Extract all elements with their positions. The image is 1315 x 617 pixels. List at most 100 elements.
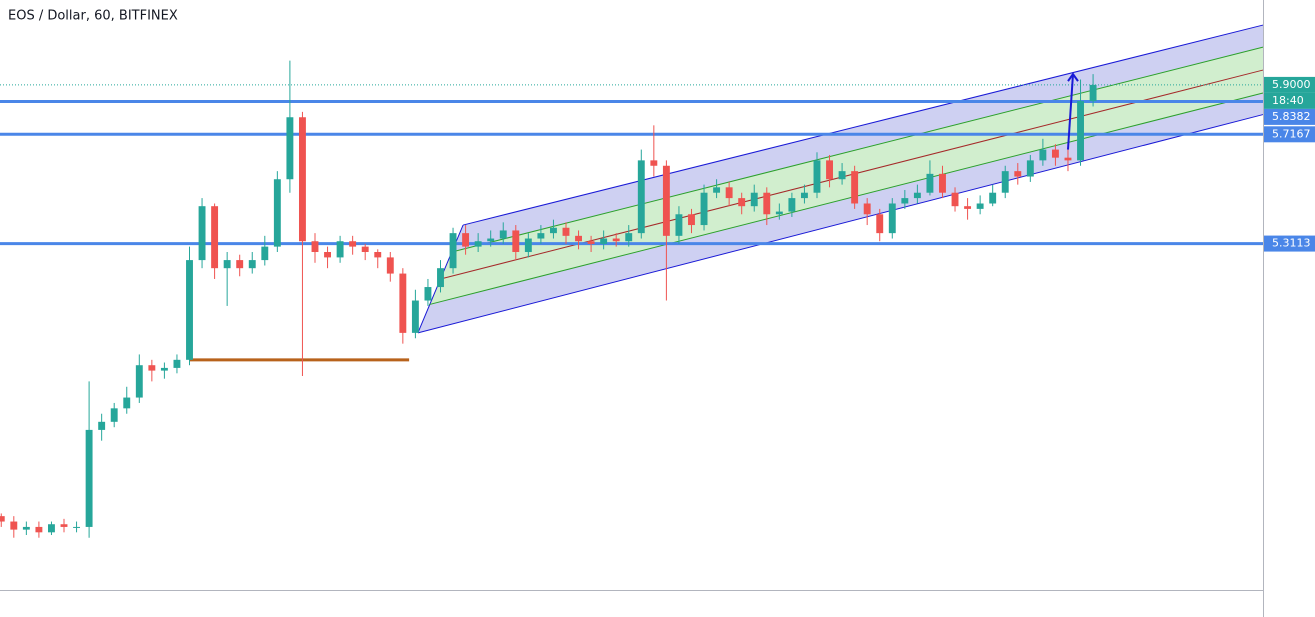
candle-body: [562, 227, 570, 236]
candle-body: [148, 365, 156, 371]
candle-body: [775, 211, 783, 215]
level-label: 5.8382: [1272, 110, 1311, 123]
arrow-line: [1066, 74, 1074, 150]
candle-body: [763, 192, 771, 215]
candle-body: [750, 192, 758, 207]
channel-band: [440, 47, 1263, 279]
level-label-box: [1264, 126, 1315, 143]
candle-body: [0, 516, 5, 522]
candle-body: [637, 160, 645, 234]
candle-body: [1077, 101, 1084, 161]
candle-body: [700, 192, 708, 226]
candle-body: [386, 257, 394, 274]
candle-body: [650, 160, 658, 166]
channel-band: [429, 70, 1264, 305]
level-label: 5.3113: [1272, 237, 1311, 250]
candle-body: [487, 238, 495, 242]
candle-body: [186, 260, 193, 360]
candle-body: [537, 233, 545, 239]
candle-body: [286, 117, 294, 180]
candle-body: [1089, 84, 1097, 102]
candle-body: [499, 230, 507, 239]
candle-body: [976, 203, 984, 209]
candle-body: [524, 238, 532, 253]
candle-body: [198, 206, 206, 261]
candle-body: [324, 252, 331, 258]
candle-body: [135, 365, 143, 398]
candle-body: [688, 214, 695, 226]
candle-body: [236, 260, 244, 269]
channel-band: [417, 92, 1263, 333]
level-label: 5.7167: [1272, 127, 1311, 140]
level-label-box: [1264, 235, 1315, 252]
candle-body: [311, 241, 319, 253]
candle-body: [625, 233, 633, 242]
candle-body: [1064, 157, 1072, 161]
candle-body: [788, 198, 796, 212]
candle-body: [22, 526, 30, 530]
candle-body: [888, 203, 896, 234]
candle-body: [939, 173, 946, 193]
channel-line: [462, 24, 1264, 226]
candle-body: [901, 198, 909, 204]
candle-body: [738, 198, 746, 207]
candle-body: [913, 192, 921, 199]
candle-body: [838, 171, 846, 180]
candle-body: [110, 408, 118, 422]
last-price-label-box: [1264, 76, 1315, 93]
candle-body: [549, 227, 557, 234]
candle-body: [123, 397, 131, 409]
channel-line: [417, 114, 1264, 334]
candle-body: [399, 273, 407, 333]
candle-body: [1051, 149, 1059, 158]
channel-line: [451, 46, 1264, 253]
candle-body: [713, 187, 721, 193]
candle-body: [211, 206, 219, 269]
candle-body: [1026, 160, 1034, 177]
candle-body: [800, 192, 808, 199]
candle-body: [964, 206, 972, 209]
candle-body: [35, 526, 43, 533]
candle-body: [725, 187, 733, 199]
candle-body: [675, 214, 683, 236]
candle-body: [437, 268, 444, 288]
candle-body: [173, 359, 181, 368]
candle-body: [60, 524, 68, 527]
candle-body: [98, 421, 106, 430]
candle-body: [1001, 171, 1009, 193]
candle-body: [813, 160, 821, 193]
countdown-label-box: [1264, 92, 1315, 109]
candle-body: [374, 252, 382, 258]
candle-body: [361, 246, 369, 253]
candle-body: [662, 165, 670, 236]
candle-body: [336, 241, 344, 258]
candle-body: [951, 192, 959, 207]
candle-body: [512, 230, 520, 253]
candle-body: [926, 173, 934, 193]
candle-body: [248, 260, 256, 269]
chart-title: EOS / Dollar, 60, BITFINEX: [8, 9, 178, 24]
candle-body: [449, 233, 457, 269]
candle-body: [600, 238, 608, 244]
plot-area: [0, 24, 1264, 538]
candle-body: [424, 287, 432, 301]
channel-band: [451, 25, 1263, 253]
candle-body: [411, 300, 419, 333]
arrow-head: [1067, 72, 1079, 82]
candle-body: [73, 526, 81, 528]
candle-body: [863, 203, 871, 215]
candle-body: [474, 241, 482, 247]
candle-body: [48, 524, 55, 533]
candle-body: [826, 160, 833, 180]
countdown-label: 18:40: [1272, 94, 1304, 107]
last-price-label: 5.9000: [1272, 78, 1311, 91]
candle-body: [1039, 149, 1047, 161]
candle-body: [587, 241, 595, 244]
candle-body: [851, 171, 859, 204]
candle-body: [261, 246, 269, 261]
level-label-box: [1264, 108, 1315, 125]
candle-body: [273, 179, 281, 247]
candle-body: [876, 214, 884, 234]
candle-body: [10, 521, 18, 530]
candle-body: [462, 233, 470, 247]
